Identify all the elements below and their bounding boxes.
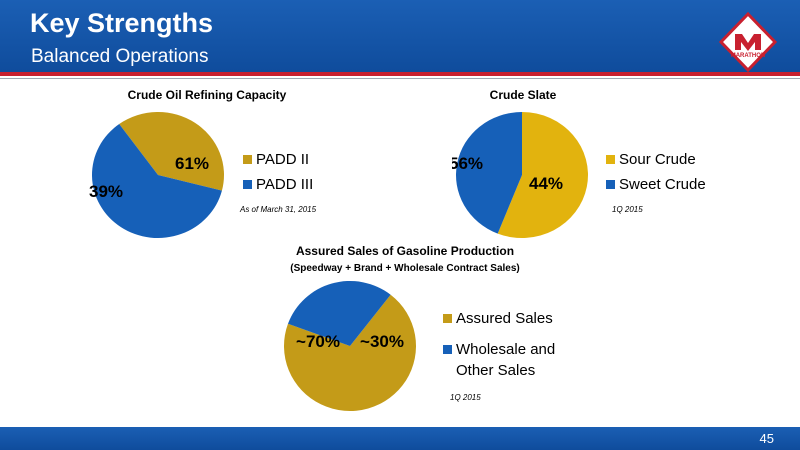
page-title: Key Strengths bbox=[30, 8, 214, 38]
chart3-note: 1Q 2015 bbox=[450, 393, 481, 402]
chart1-slice-padd-ii bbox=[119, 112, 224, 191]
chart3-data-label: ~70% bbox=[296, 332, 340, 351]
header-white-stripe bbox=[0, 76, 800, 78]
chart1-pie: 39% 61% bbox=[89, 112, 224, 238]
chart1-slice-padd-iii bbox=[91, 124, 222, 238]
page-number: 45 bbox=[759, 431, 774, 446]
chart1-note: As of March 31, 2015 bbox=[240, 205, 317, 214]
chart1-data-label: 61% bbox=[175, 154, 209, 173]
chart2-legend-item: Sweet Crude bbox=[606, 172, 706, 197]
header-bar bbox=[0, 0, 800, 72]
legend-swatch bbox=[243, 180, 252, 189]
legend-swatch bbox=[606, 155, 615, 164]
chart3-legend-item: Assured Sales bbox=[443, 306, 555, 331]
chart2-pie: 56% 44% bbox=[452, 112, 588, 238]
chart1-legend: PADD II PADD III bbox=[243, 147, 313, 197]
chart1-legend-item: PADD III bbox=[243, 172, 313, 197]
chart3-legend: Assured Sales Wholesale and Other Sales bbox=[443, 306, 555, 386]
legend-label: Sweet Crude bbox=[619, 176, 706, 193]
logo-wordmark: MARATHON bbox=[731, 53, 766, 59]
legend-swatch bbox=[243, 155, 252, 164]
legend-label: Assured Sales bbox=[456, 310, 553, 327]
chart2-title: Crude Slate bbox=[489, 88, 557, 102]
chart2-note: 1Q 2015 bbox=[612, 205, 643, 214]
chart3-title: Assured Sales of Gasoline Production bbox=[295, 244, 515, 258]
chart1-title: Crude Oil Refining Capacity bbox=[127, 88, 287, 102]
chart2-slice-sweet-crude bbox=[456, 112, 522, 234]
legend-label: Other Sales bbox=[456, 362, 536, 379]
legend-swatch bbox=[443, 314, 452, 323]
legend-label: Sour Crude bbox=[619, 151, 696, 168]
page-subtitle: Balanced Operations bbox=[31, 46, 209, 67]
chart1-data-label: 39% bbox=[89, 182, 123, 201]
header-gray-stripe bbox=[0, 78, 800, 79]
chart3-slice-wholesale-and-other-sales bbox=[287, 281, 391, 346]
chart2-data-label: 56% bbox=[452, 154, 483, 173]
legend-label: PADD II bbox=[256, 151, 310, 168]
marathon-logo: MARATHON bbox=[718, 12, 778, 72]
chart2-legend: Sour Crude Sweet Crude bbox=[606, 147, 706, 197]
chart3-data-label: ~30% bbox=[360, 332, 404, 351]
chart3-slice-assured-sales bbox=[284, 294, 416, 411]
chart3-subtitle: (Speedway + Brand + Wholesale Contract S… bbox=[290, 263, 520, 274]
legend-label: PADD III bbox=[256, 176, 314, 193]
chart2-data-label: 44% bbox=[529, 174, 563, 193]
chart2-legend-item: Sour Crude bbox=[606, 147, 706, 172]
legend-label: Wholesale and bbox=[456, 341, 556, 358]
header-red-stripe bbox=[0, 72, 800, 76]
footer-bar: 45 bbox=[0, 427, 800, 450]
chart3-pie: ~70% ~30% bbox=[284, 281, 416, 411]
chart2-slice-sour-crude bbox=[497, 112, 588, 238]
legend-swatch bbox=[443, 345, 452, 354]
chart1-legend-item: PADD II bbox=[243, 147, 313, 172]
chart3-legend-item: Wholesale and Other Sales bbox=[443, 337, 555, 380]
legend-swatch bbox=[606, 180, 615, 189]
